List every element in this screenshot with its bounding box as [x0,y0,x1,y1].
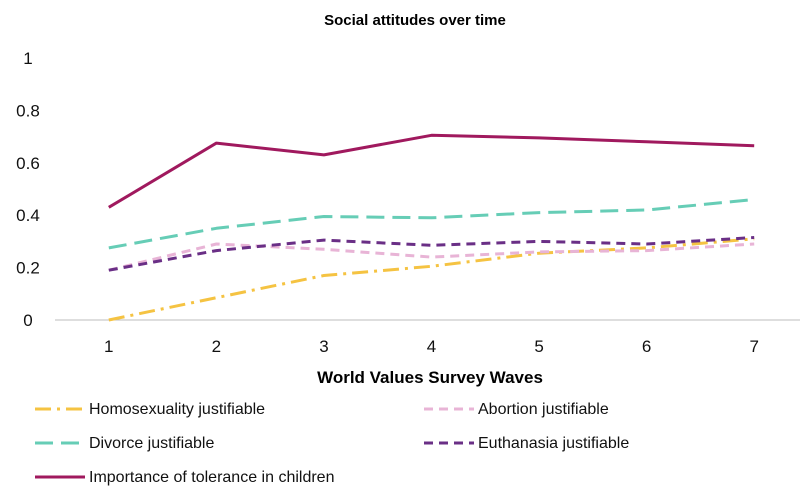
x-tick-label: 5 [534,337,543,356]
legend-label: Euthanasia justifiable [478,435,629,452]
series-line [108,133,755,209]
legend-item: Divorce justifiable [35,435,214,452]
x-tick-label: 3 [319,337,328,356]
y-axis-ticks: 0 0.2 0.4 0.6 0.8 1 [16,49,40,330]
legend-label: Divorce justifiable [89,435,214,452]
x-tick-label: 4 [427,337,436,356]
series-line [108,237,755,322]
legend-item: Euthanasia justifiable [424,435,629,452]
chart-title: Social attitudes over time [324,12,506,29]
x-axis-title: World Values Survey Waves [317,368,543,387]
y-tick-label: 1 [23,49,32,68]
x-tick-label: 1 [104,337,113,356]
legend-item: Importance of tolerance in children [35,469,334,486]
series-line [108,198,755,250]
y-tick-label: 0.4 [16,206,40,225]
legend-item: Abortion justifiable [424,401,609,418]
x-tick-label: 6 [642,337,651,356]
legend-item: Homosexuality justifiable [35,401,265,418]
y-tick-label: 0.6 [16,154,40,173]
series-line [108,236,755,272]
series-lines [108,133,755,322]
legend-label: Importance of tolerance in children [89,469,334,486]
legend-label: Homosexuality justifiable [89,401,265,418]
legend: Homosexuality justifiable Abortion justif… [35,401,629,486]
legend-label: Abortion justifiable [478,401,609,418]
series-line [108,242,755,272]
x-axis-ticks: 1 2 3 4 5 6 7 [104,337,759,356]
x-tick-label: 7 [749,337,758,356]
y-tick-label: 0.2 [16,259,40,278]
x-tick-label: 2 [212,337,221,356]
y-tick-label: 0.8 [16,101,40,120]
y-tick-label: 0 [23,311,32,330]
